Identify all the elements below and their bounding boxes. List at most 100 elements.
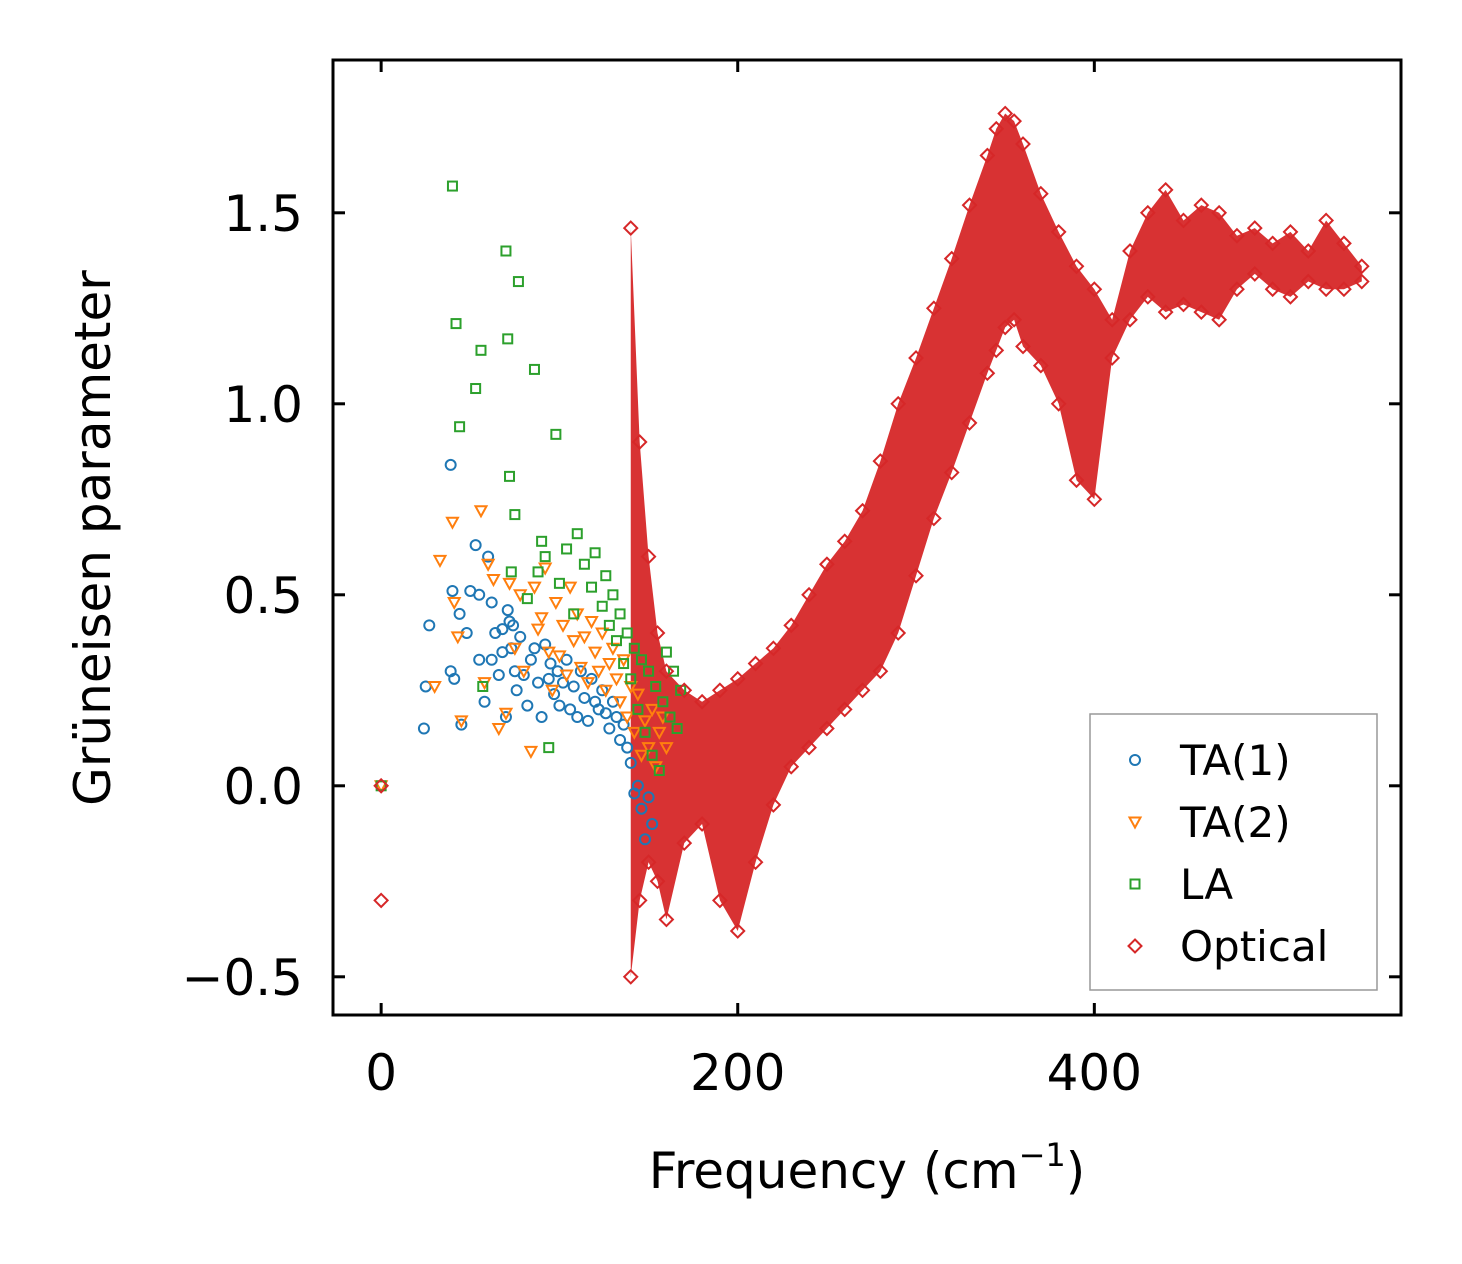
data-point <box>1032 185 1049 202</box>
data-point <box>498 707 514 721</box>
data-point <box>1353 273 1370 290</box>
data-point <box>373 892 390 909</box>
data-point <box>801 739 817 756</box>
data-point <box>545 684 560 698</box>
data-point <box>509 509 521 521</box>
legend-box <box>1089 713 1378 991</box>
data-point <box>469 539 482 552</box>
data-point <box>595 627 610 641</box>
data-point <box>478 695 491 708</box>
data-point <box>1246 266 1263 282</box>
data-point <box>510 684 523 697</box>
data-point <box>660 646 672 658</box>
data-point <box>560 653 573 666</box>
data-point <box>485 596 498 609</box>
data-point <box>637 715 653 729</box>
data-point <box>694 693 710 710</box>
data-point <box>618 658 630 670</box>
data-point <box>628 642 640 654</box>
data-point <box>512 276 524 288</box>
data-point <box>890 395 907 412</box>
data-point <box>573 661 589 675</box>
data-point <box>548 688 561 701</box>
data-point <box>446 180 458 192</box>
data-point <box>527 581 542 595</box>
y-tick-label: 1.0 <box>223 376 303 434</box>
data-point <box>530 623 546 637</box>
legend: TA(1) TA(2) LA Optical <box>1089 713 1378 991</box>
data-point <box>1264 281 1281 298</box>
data-point <box>818 556 835 573</box>
data-point <box>536 535 548 547</box>
data-point <box>836 533 853 550</box>
data-point <box>1139 204 1156 221</box>
data-point <box>664 711 676 723</box>
data-point <box>1086 491 1103 508</box>
legend-entry: TA(2) <box>1127 798 1291 847</box>
data-point <box>908 350 924 366</box>
data-point <box>643 665 655 677</box>
data-point <box>450 631 465 645</box>
data-point <box>566 635 581 649</box>
data-point <box>610 711 623 724</box>
legend-marker <box>1129 878 1141 890</box>
data-point <box>635 654 647 666</box>
data-point <box>541 646 556 660</box>
data-point <box>648 761 663 775</box>
data-point <box>642 791 655 804</box>
data-point <box>544 657 557 670</box>
data-point <box>729 923 746 939</box>
data-point <box>521 699 534 712</box>
y-axis-label: Grüneisen parameter <box>64 270 122 806</box>
data-point <box>557 676 570 689</box>
data-point <box>1157 304 1174 321</box>
y-tick-label: 1.5 <box>223 185 303 243</box>
x-tick-label: 0 <box>365 1044 397 1102</box>
data-point <box>1175 296 1192 313</box>
data-point <box>1032 357 1049 374</box>
data-point <box>521 593 533 605</box>
data-point <box>619 711 635 725</box>
data-point <box>492 669 505 682</box>
data-point <box>623 680 638 695</box>
data-point <box>596 600 608 612</box>
data-point <box>578 691 591 704</box>
data-point <box>908 567 924 584</box>
data-point <box>504 470 516 482</box>
data-point <box>639 833 652 846</box>
data-point <box>765 640 782 657</box>
data-point <box>747 655 764 672</box>
data-point <box>1050 395 1067 412</box>
data-point <box>444 458 457 471</box>
data-point <box>602 658 617 672</box>
data-point <box>432 554 448 568</box>
data-point <box>503 615 516 628</box>
data-point <box>445 516 460 530</box>
data-point <box>1193 197 1210 214</box>
data-point <box>473 653 486 666</box>
data-point <box>454 421 466 433</box>
data-point <box>586 581 598 593</box>
data-point <box>961 197 978 214</box>
data-point <box>640 854 657 871</box>
data-point <box>1300 273 1317 290</box>
data-point <box>631 892 648 909</box>
data-point <box>614 733 627 746</box>
data-point <box>1246 220 1263 236</box>
data-point <box>925 510 942 527</box>
data-point <box>783 758 800 775</box>
data-point <box>890 625 907 641</box>
legend-marker <box>1127 816 1143 830</box>
data-point <box>624 756 637 769</box>
data-point <box>979 365 996 382</box>
optical-cloud-band <box>630 113 1362 977</box>
data-point <box>480 558 496 572</box>
data-point <box>650 680 662 692</box>
data-point <box>567 680 580 693</box>
data-point <box>524 653 537 666</box>
data-point <box>475 344 487 356</box>
data-point <box>539 551 551 563</box>
data-point <box>622 968 639 985</box>
plot-marks <box>373 105 1370 985</box>
data-point <box>614 608 626 620</box>
